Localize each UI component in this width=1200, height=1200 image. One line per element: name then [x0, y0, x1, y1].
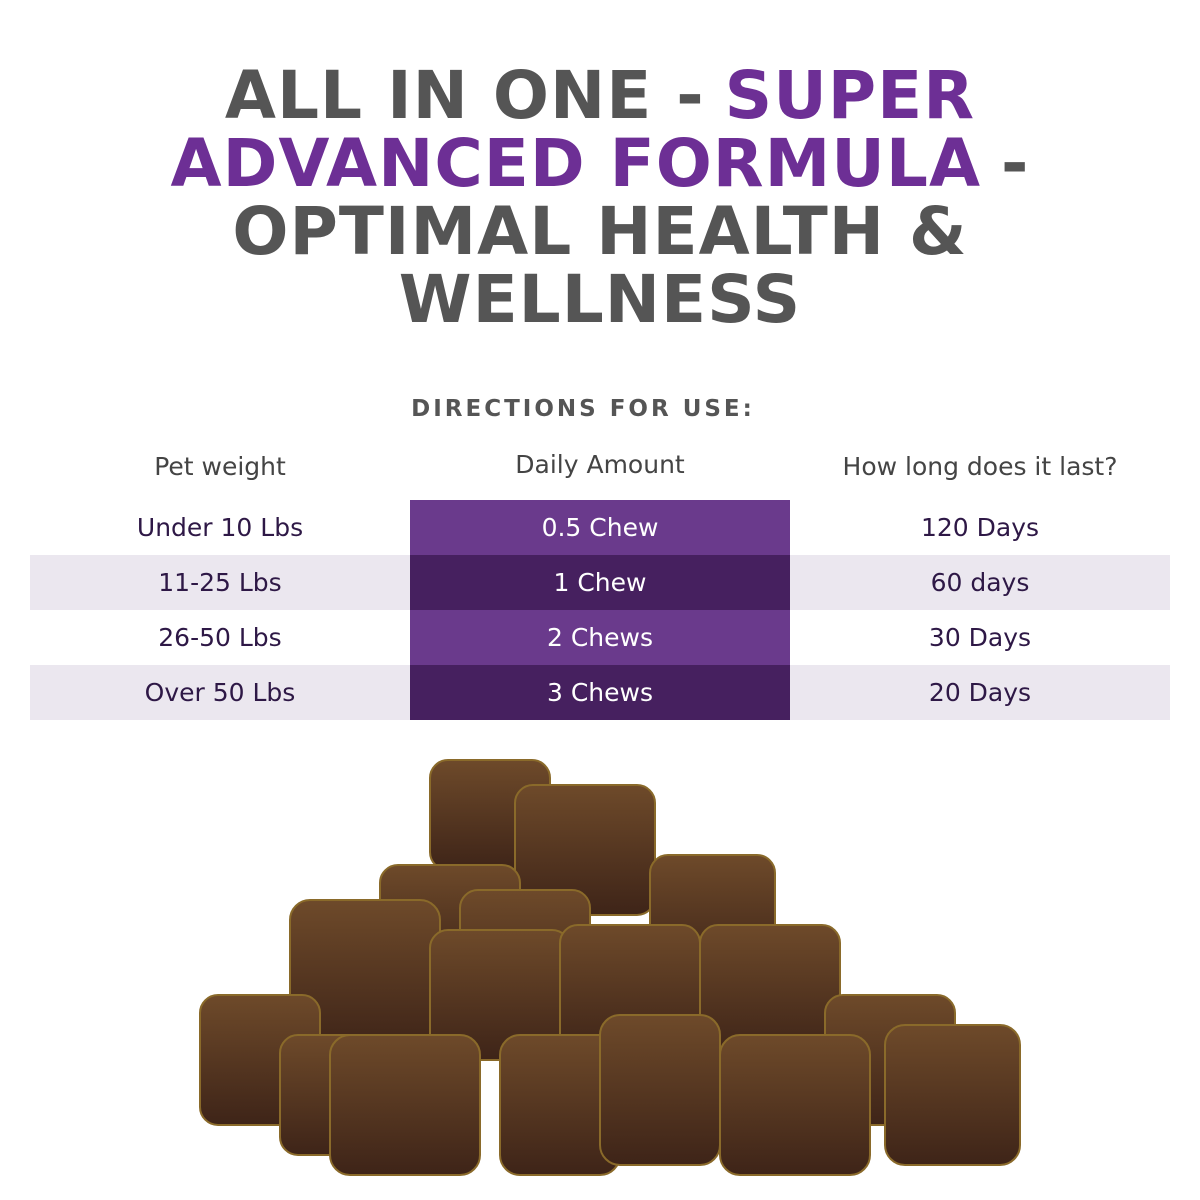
column-header: Pet weight [154, 452, 286, 481]
table-cell: Over 50 Lbs [144, 678, 296, 707]
table-cell: Under 10 Lbs [136, 513, 304, 542]
table-row: 26-50 Lbs 2 Chews 30 Days [30, 610, 1170, 665]
table-cell: 0.5 Chew [410, 500, 790, 555]
table-row: Under 10 Lbs 0.5 Chew 120 Days [30, 500, 1170, 555]
chews-image [199, 759, 1021, 1176]
title-text: WELLNESS [398, 261, 802, 338]
title-line: WELLNESS [0, 266, 1200, 334]
directions-heading: DIRECTIONS FOR USE: [411, 396, 755, 422]
title: ALL IN ONE - SUPER ADVANCED FORMULA - OPTI… [0, 62, 1200, 334]
table-cell: 30 Days [928, 623, 1032, 652]
title-line: OPTIMAL HEALTH & [0, 198, 1200, 266]
table-cell: 2 Chews [410, 610, 790, 665]
column-header: How long does it last? [842, 452, 1118, 481]
table-cell: 3 Chews [410, 665, 790, 720]
table-cell: 120 Days [920, 513, 1040, 542]
title-line: ALL IN ONE - SUPER [0, 62, 1200, 130]
title-line: ADVANCED FORMULA - [0, 130, 1200, 198]
table-cell: 1 Chew [410, 555, 790, 610]
table-row: 11-25 Lbs 1 Chew 60 days [30, 555, 1170, 610]
table-row: Over 50 Lbs 3 Chews 20 Days [30, 665, 1170, 720]
table-cell: 60 days [930, 568, 1030, 597]
title-text: OPTIMAL HEALTH & [232, 193, 968, 270]
table-cell: 11-25 Lbs [158, 568, 282, 597]
column-header: Daily Amount [515, 450, 685, 479]
table-cell: 20 Days [928, 678, 1032, 707]
title-accent: ADVANCED FORMULA [170, 125, 982, 202]
title-text: - [1001, 125, 1030, 202]
title-accent: SUPER [724, 57, 976, 134]
title-text: ALL IN ONE - [224, 57, 705, 134]
table-cell: 26-50 Lbs [158, 623, 282, 652]
